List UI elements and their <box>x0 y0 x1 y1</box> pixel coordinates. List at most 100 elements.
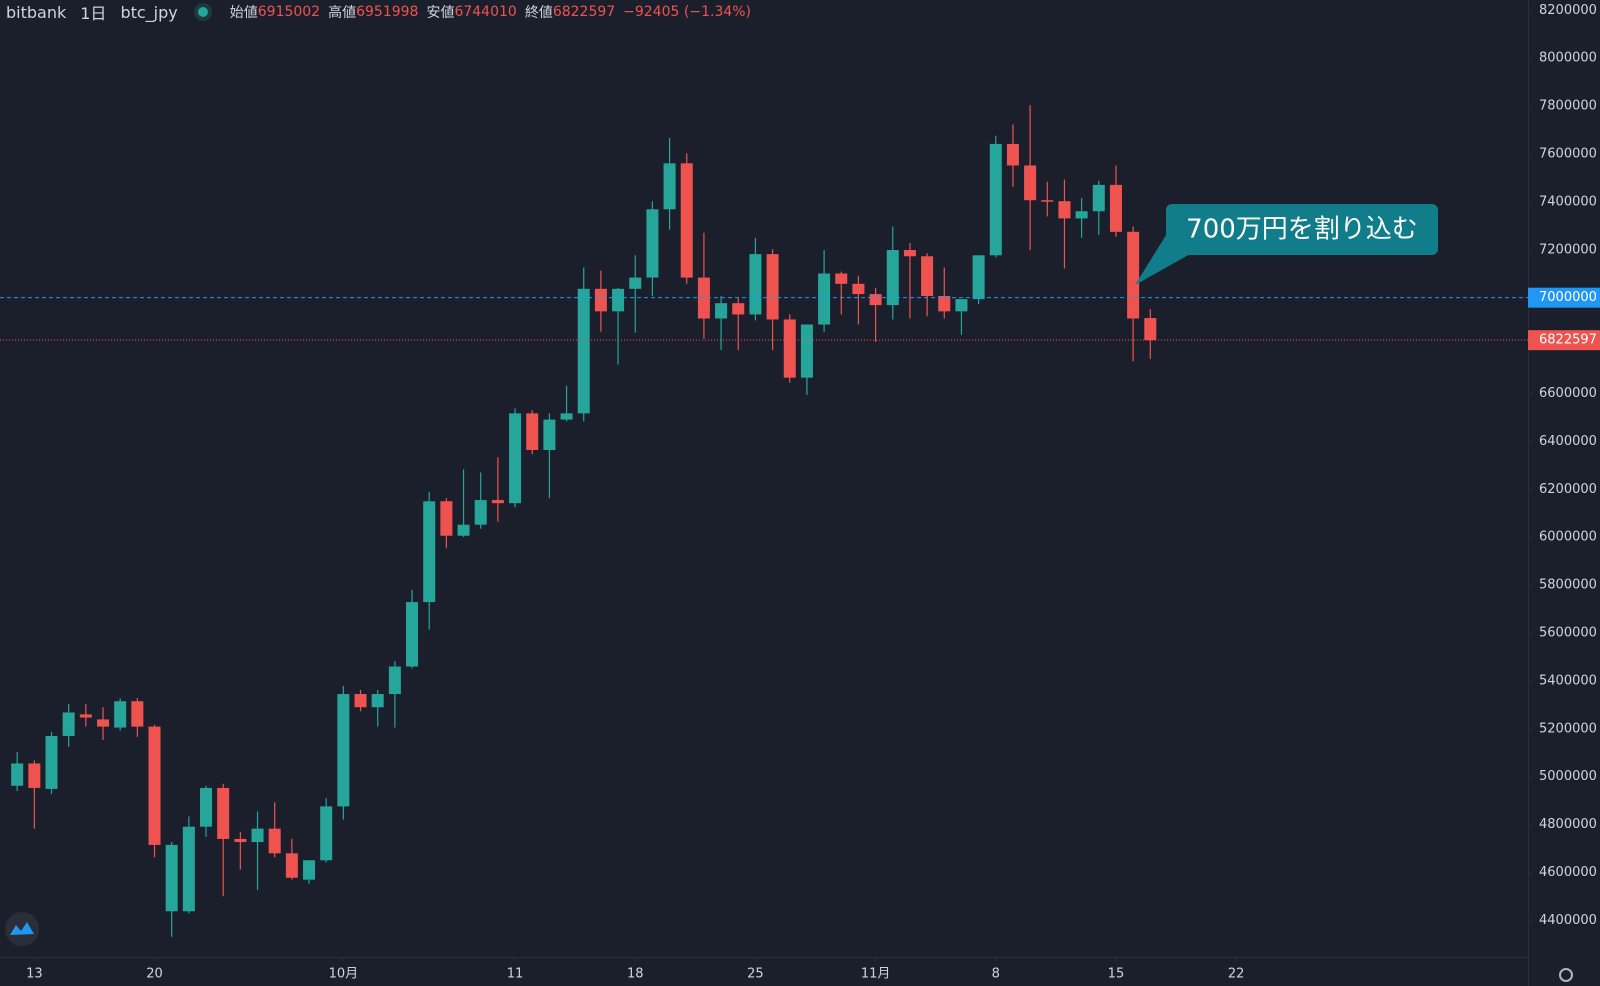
symbol: btc_jpy <box>120 2 178 22</box>
x-tick-label: 20 <box>146 967 163 982</box>
candle-body <box>972 255 985 300</box>
gear[interactable] <box>1559 968 1573 982</box>
status-dot <box>197 7 208 17</box>
candle-body <box>663 163 676 210</box>
last-price-label: 6822597 <box>1539 333 1597 348</box>
y-tick-label: 6000000 <box>1539 530 1597 545</box>
candle-body <box>337 694 350 807</box>
candle-body <box>165 844 178 912</box>
candle-body <box>560 413 573 420</box>
candle-body <box>1041 200 1054 202</box>
candle-body <box>783 319 796 378</box>
candle-body <box>234 838 247 843</box>
candle-body <box>526 413 539 451</box>
candle-body <box>406 602 419 667</box>
y-tick-label: 8200000 <box>1539 3 1597 18</box>
x-tick-label: 10月 <box>329 967 359 982</box>
open-value: 6915002 <box>257 4 321 20</box>
candle-body <box>303 860 316 880</box>
high-value: 6951998 <box>356 4 419 20</box>
candle-body <box>715 303 728 319</box>
candle-body <box>1006 143 1019 166</box>
candle-body <box>749 254 762 315</box>
candle-body <box>371 694 384 708</box>
y-tick-label: 4600000 <box>1539 865 1597 880</box>
x-tick-label: 11 <box>507 967 524 982</box>
change: −92405 (−1.34%) <box>623 4 752 20</box>
x-tick-label: 18 <box>627 967 644 982</box>
interval: 1日 <box>80 4 107 23</box>
settings-icon[interactable] <box>1559 968 1573 982</box>
candle-body <box>732 303 745 315</box>
candle-body <box>97 719 110 727</box>
candle-body <box>45 735 58 789</box>
logo[interactable] <box>5 912 39 946</box>
annotation: 700万円を割り込む <box>1135 204 1438 285</box>
x-tick-label: 22 <box>1228 967 1245 982</box>
candle-body <box>903 250 916 257</box>
candle-body <box>1144 318 1157 341</box>
y-tick-label: 5600000 <box>1539 625 1597 640</box>
candle-body <box>800 324 813 378</box>
candle-body <box>766 254 779 320</box>
x-tick-label: 8 <box>992 967 1000 982</box>
candle-body <box>423 501 436 603</box>
y-tick-label: 8000000 <box>1539 51 1597 66</box>
candle-body <box>182 826 195 912</box>
annotation-text: 700万円を割り込む <box>1186 215 1418 245</box>
candle-body <box>148 726 161 845</box>
y-tick-label: 7400000 <box>1539 194 1597 209</box>
low-label: 安値 <box>426 5 455 21</box>
annotation-box <box>1166 204 1438 255</box>
candle-body <box>869 294 882 306</box>
candle-body <box>818 273 831 325</box>
candle-body <box>938 296 951 312</box>
y-tick-label: 6600000 <box>1539 386 1597 401</box>
candle-body <box>388 666 401 695</box>
candle-body <box>1127 231 1140 319</box>
y-tick-label: 4800000 <box>1539 817 1597 832</box>
low-value: 6744010 <box>454 4 517 20</box>
x-tick-label: 11月 <box>861 967 891 982</box>
candle-body <box>285 853 298 878</box>
candle-body <box>354 694 367 708</box>
y-tick-label: 6400000 <box>1539 434 1597 449</box>
close-value: 6822597 <box>552 4 616 20</box>
candle-body <box>646 209 659 278</box>
candle-body <box>835 273 848 284</box>
candle-body <box>11 763 24 786</box>
price-badge-label: 7000000 <box>1539 290 1597 305</box>
open-label: 始値 <box>229 5 258 21</box>
candle-body <box>251 828 264 843</box>
candle-body <box>1109 184 1122 232</box>
candle-body <box>594 288 607 312</box>
y-tick-label: 5800000 <box>1539 578 1597 593</box>
candle-body <box>1024 165 1037 201</box>
candle-body <box>955 299 968 312</box>
x-tick-label: 25 <box>747 967 764 982</box>
candle-body <box>577 288 590 414</box>
candle-body <box>62 712 75 736</box>
candle-body <box>852 283 865 295</box>
exchange: bitbank <box>6 2 67 22</box>
candle-body <box>474 500 487 525</box>
candle-body <box>629 277 642 289</box>
candle-body <box>28 763 41 788</box>
logo-shape[interactable] <box>10 922 34 935</box>
y-tick-label: 5400000 <box>1539 673 1597 688</box>
candle-body <box>268 828 281 854</box>
last-price-badge <box>1528 330 1600 351</box>
candle-body <box>543 419 556 451</box>
header: bitbank 1日 btc_jpy 始値 6915002 高値 6951998 安… <box>6 0 759 24</box>
candle-body <box>1058 201 1071 219</box>
y-tick-label: 7600000 <box>1539 146 1597 161</box>
x-tick-label: 13 <box>26 967 43 982</box>
y-tick-label: 7200000 <box>1539 242 1597 257</box>
y-tick-label: 6200000 <box>1539 482 1597 497</box>
high-label: 高値 <box>328 5 357 21</box>
candle-body <box>131 701 144 727</box>
logo-circle[interactable] <box>5 912 39 946</box>
